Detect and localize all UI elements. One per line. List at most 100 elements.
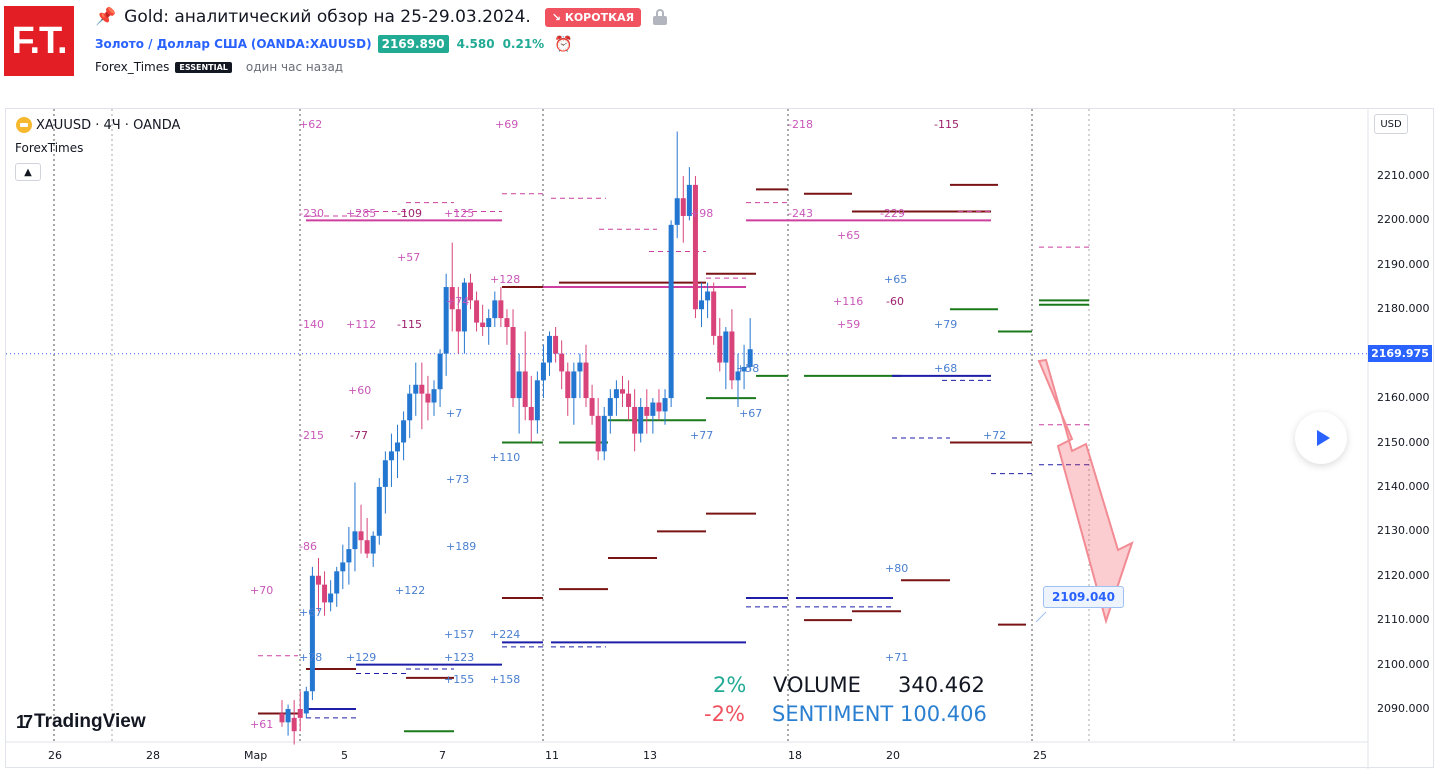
candle-body — [279, 713, 285, 723]
price-tick: 2110.000 — [1377, 613, 1430, 627]
ft-logo[interactable]: F.T. — [4, 6, 74, 76]
currency-selector[interactable]: USD — [1374, 114, 1408, 134]
volume-label: VOLUME — [773, 673, 861, 697]
candle-body — [723, 331, 729, 363]
level-annotation: -115 — [934, 118, 959, 131]
level-annotation: +98 — [690, 207, 713, 220]
tradingview-logo[interactable]: 17 TradingView — [16, 711, 146, 733]
time-tick: 26 — [48, 749, 62, 762]
candle-body — [492, 300, 498, 319]
level-annotation: +61 — [250, 718, 273, 731]
level-annotation: +122 — [395, 584, 425, 597]
candle-body — [504, 318, 510, 328]
target-leader-line — [1035, 611, 1047, 623]
level-annotation: +123 — [444, 651, 474, 664]
candle-body — [388, 451, 394, 461]
candle-body — [632, 406, 638, 434]
chart-canvas[interactable]: +62 +69 -218 -115 -230 +285 -109 +125 +98 -243 -22… — [6, 109, 1435, 769]
price-tick: 2140.000 — [1377, 479, 1430, 493]
candle-body — [364, 540, 370, 554]
candle-body — [334, 571, 340, 594]
candle-body — [619, 389, 625, 394]
candle-body — [613, 389, 619, 399]
candle-body — [449, 287, 455, 310]
candle-body — [340, 562, 346, 572]
level-annotation: +7 — [446, 407, 462, 420]
time-tick: Мар — [244, 749, 268, 762]
level-annotation: +70 — [250, 584, 273, 597]
price-tick: 2190.000 — [1377, 257, 1430, 271]
collapse-legend-button[interactable]: ▲ — [15, 163, 41, 181]
alarm-clock-icon[interactable]: ⏰ — [554, 35, 573, 53]
candle-body — [461, 282, 467, 332]
tradingview-wordmark: TradingView — [34, 711, 146, 732]
time-tick: 13 — [643, 749, 657, 762]
level-annotation: +60 — [348, 384, 371, 397]
candle-body — [516, 371, 522, 399]
price-tick: 2100.000 — [1377, 657, 1430, 671]
play-button[interactable] — [1295, 412, 1347, 464]
candle-body — [626, 393, 632, 407]
pct-down: -2% — [704, 702, 745, 726]
price-tick: 2210.000 — [1377, 169, 1430, 182]
price-chart[interactable]: +62 +69 -218 -115 -230 +285 -109 +125 +98 -243 -22… — [5, 108, 1435, 769]
chevron-up-icon: ▲ — [24, 166, 32, 178]
candle-body — [692, 184, 698, 310]
candle-body — [297, 709, 303, 718]
volume-value: 340.462 — [898, 673, 985, 697]
level-annotation: -140 — [299, 318, 324, 331]
candle-body — [650, 402, 656, 416]
candle-body — [419, 384, 425, 394]
symbol-code-link[interactable]: (OANDA:XAUUSD) — [250, 37, 372, 51]
price-tick: 2090.000 — [1377, 702, 1430, 715]
indicator-name: ForexTimes — [15, 141, 84, 155]
candle-body — [467, 282, 473, 301]
candle-body — [322, 584, 328, 603]
candle-body — [540, 362, 546, 381]
candle-body — [407, 393, 413, 421]
candle-body — [443, 287, 449, 354]
current-price: 2169.890 — [377, 35, 449, 53]
level-annotation: +128 — [490, 273, 520, 286]
short-direction-badge: ↘ КОРОТКАЯ — [544, 7, 642, 27]
level-annotation: +67 — [739, 407, 762, 420]
candle-body — [699, 300, 705, 310]
level-annotation: -218 — [788, 118, 813, 131]
level-annotation: +158 — [490, 673, 520, 686]
candle-body — [717, 335, 723, 363]
candle-body — [589, 398, 595, 416]
level-annotation: +110 — [490, 451, 520, 464]
candle-body — [303, 691, 309, 714]
author-link[interactable]: Forex_Times — [95, 60, 170, 74]
candle-body — [583, 362, 589, 399]
level-annotation: +59 — [837, 318, 860, 331]
author-row: Forex_Times ESSENTIAL один час назад — [95, 60, 343, 74]
price-change-pct: 0.21% — [502, 37, 545, 51]
candle-body — [498, 300, 504, 319]
candle-body — [668, 224, 674, 399]
time-tick: 5 — [341, 749, 348, 762]
candle-body — [401, 420, 407, 443]
level-annotation: +71 — [885, 651, 908, 664]
candle-body — [662, 398, 668, 412]
candle-body — [528, 406, 534, 421]
pin-icon: 📌 — [95, 7, 117, 27]
candle-body — [601, 415, 607, 452]
candle-body — [729, 331, 735, 381]
chart-legend: XAUUSD · 4Ч · OANDA — [16, 117, 180, 133]
candle-body — [644, 406, 650, 416]
legend-symbol: XAUUSD · 4Ч · OANDA — [36, 117, 181, 133]
level-annotation: +224 — [490, 628, 520, 641]
level-annotation: +67 — [299, 606, 322, 619]
level-annotation: +57 — [397, 251, 420, 264]
candle-body — [686, 184, 692, 216]
level-annotation: +65 — [837, 229, 860, 242]
lock-icon — [653, 9, 668, 25]
level-annotation: +65 — [884, 273, 907, 286]
level-annotation: +80 — [885, 562, 908, 575]
level-annotation: +157 — [444, 628, 474, 641]
level-annotation: -229 — [880, 207, 905, 220]
level-annotation: +78 — [299, 651, 322, 664]
symbol-name-link[interactable]: Золото / Доллар США — [95, 37, 248, 51]
candle-body — [358, 531, 364, 541]
